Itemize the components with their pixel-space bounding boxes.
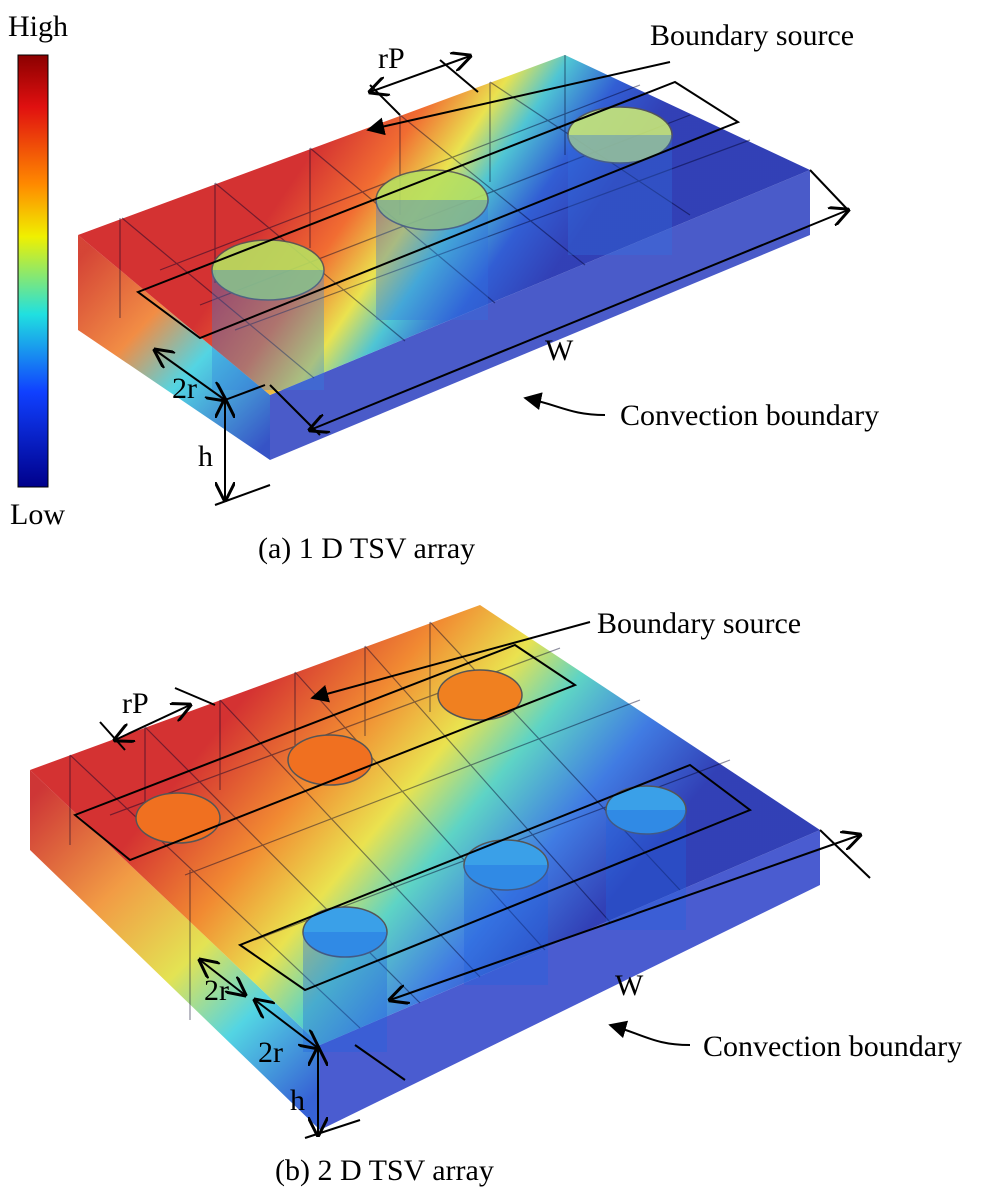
height-label: h [198,440,213,473]
pitch-label: rP [378,42,405,75]
colorbar-high: High [8,10,68,43]
caption: (a) 1 D TSV array [258,532,475,565]
block-b [30,605,820,1130]
colorbar-low: Low [10,498,65,531]
boundary-label: Boundary source [597,607,801,640]
convection-label: Convection boundary [703,1030,962,1063]
boundary-label: Boundary source [650,19,854,52]
radius-label: 2r [172,372,197,405]
width-label: W [545,334,574,367]
colorbar [18,55,48,487]
height-label: h [290,1084,305,1117]
convection-label: Convection boundary [620,399,879,432]
width-label: W [615,969,644,1002]
pitch-label: rP [122,687,149,720]
figure: High Low Boundary source rP W 2r h Conve… [0,0,995,1195]
radius-label: 2r [204,974,229,1007]
caption: (b) 2 D TSV array [275,1154,494,1187]
radius-label: 2r [258,1036,283,1069]
